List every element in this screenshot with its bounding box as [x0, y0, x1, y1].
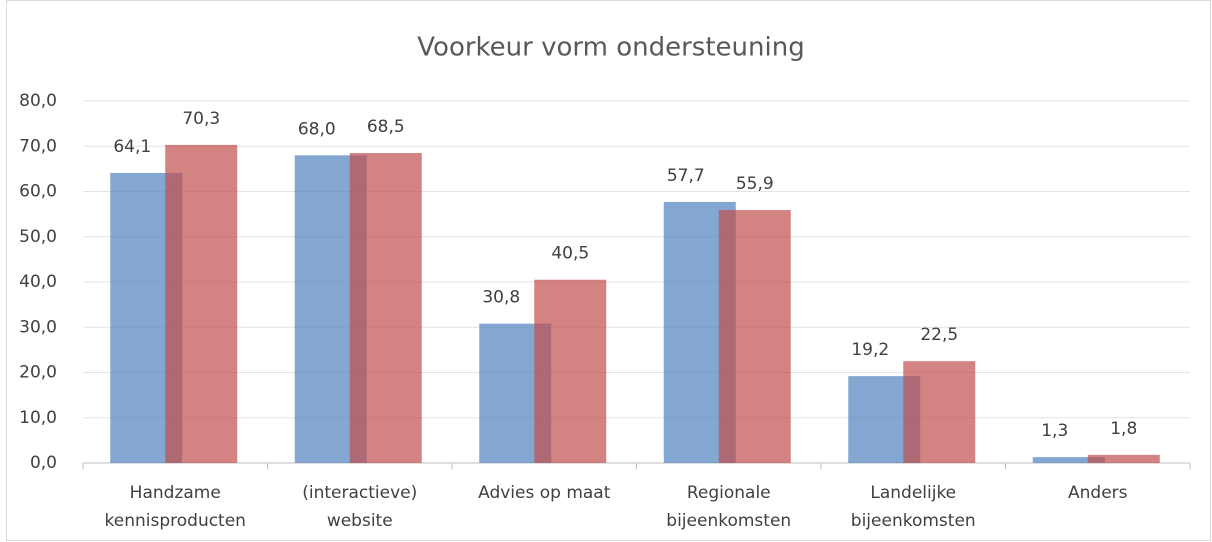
bar [718, 210, 791, 463]
x-tick-label: kennisproducten [105, 511, 246, 531]
y-tick-label: 20,0 [19, 363, 57, 383]
data-label: 1,8 [1110, 419, 1137, 439]
x-tick-label: Advies op maat [478, 483, 611, 503]
data-label: 1,3 [1041, 421, 1068, 441]
y-tick-label: 10,0 [19, 408, 57, 428]
y-tick-label: 60,0 [19, 182, 57, 202]
data-label: 68,5 [367, 117, 405, 137]
data-label: 22,5 [920, 325, 958, 345]
data-label: 68,0 [298, 119, 336, 139]
x-tick-label: Handzame [130, 483, 221, 503]
x-tick-label: bijeenkomsten [851, 511, 976, 531]
x-tick-label: Regionale [687, 483, 771, 503]
data-label: 19,2 [851, 340, 889, 360]
data-label: 57,7 [667, 166, 705, 186]
chart-title: Voorkeur vorm ondersteuning [417, 33, 804, 63]
y-tick-label: 80,0 [19, 91, 57, 111]
y-tick-label: 50,0 [19, 227, 57, 247]
x-tick-label: Landelijke [870, 483, 956, 503]
x-tick-label: website [327, 511, 393, 531]
y-tick-label: 0,0 [30, 453, 57, 473]
bar [903, 361, 976, 463]
bar [165, 144, 238, 463]
bar [534, 279, 607, 463]
x-tick-label: Anders [1068, 483, 1128, 503]
data-label: 40,5 [551, 244, 589, 264]
bar [1087, 454, 1160, 463]
x-tick-label: bijeenkomsten [666, 511, 791, 531]
x-tick-label: (interactieve) [302, 483, 417, 503]
y-tick-label: 30,0 [19, 317, 57, 337]
y-tick-label: 40,0 [19, 272, 57, 292]
data-label: 55,9 [736, 174, 774, 194]
bar [349, 153, 422, 463]
data-label: 64,1 [113, 137, 151, 157]
data-label: 70,3 [182, 109, 220, 129]
y-tick-label: 70,0 [19, 136, 57, 156]
data-label: 30,8 [482, 288, 520, 308]
bar [1032, 457, 1105, 463]
